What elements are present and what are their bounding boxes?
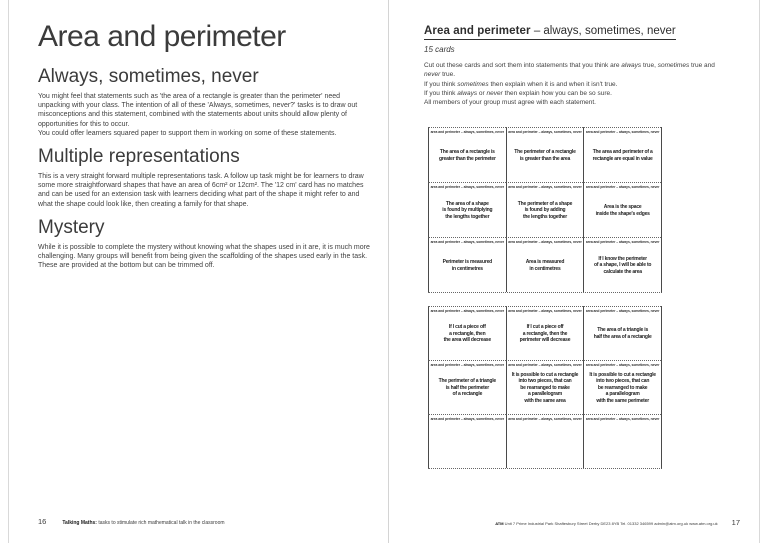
section-heading: Always, sometimes, never [38, 66, 259, 87]
card-tiny-header: area and perimeter – always, sometimes, … [430, 363, 505, 367]
worksheet-title-rest: – always, sometimes, never [530, 25, 676, 37]
card-tiny-header: area and perimeter – always, sometimes, … [508, 417, 582, 421]
footer-left: 16 Talking Maths: tasks to stimulate ric… [38, 517, 225, 526]
card: area and perimeter – always, sometimes, … [428, 237, 506, 292]
card-statement: If I cut a piece off a rectangle, then t… [519, 324, 571, 344]
card: area and perimeter – always, sometimes, … [583, 414, 661, 468]
card: area and perimeter – always, sometimes, … [505, 182, 584, 237]
card-tiny-header: area and perimeter – always, sometimes, … [585, 130, 660, 134]
card: area and perimeter – always, sometimes, … [428, 306, 506, 360]
card-tiny-header: area and perimeter – always, sometimes, … [585, 240, 660, 244]
card: area and perimeter – always, sometimes, … [505, 127, 584, 182]
card-tiny-header: area and perimeter – always, sometimes, … [430, 240, 505, 244]
instruction-line: All members of your group must agree wit… [424, 99, 596, 107]
series-label: Talking Maths: tasks to stimulate rich m… [62, 520, 224, 526]
card: area and perimeter – always, sometimes, … [583, 127, 661, 182]
card-tiny-header: area and perimeter – always, sometimes, … [508, 240, 582, 244]
card: area and perimeter – always, sometimes, … [583, 306, 661, 360]
instruction-line: Cut out these cards and sort them into s… [424, 62, 715, 69]
instruction-line: If you think always or never then explai… [424, 89, 612, 97]
card-block-0: area and perimeter – always, sometimes, … [428, 127, 662, 293]
body-paragraph: This is a very straight forward multiple… [38, 173, 364, 208]
card-tiny-header: area and perimeter – always, sometimes, … [508, 309, 582, 313]
card-statement: The perimeter of a triangle is half the … [438, 378, 497, 398]
card-tiny-header: area and perimeter – always, sometimes, … [430, 185, 505, 189]
card-statement: The area of a triangle is half the area … [593, 327, 652, 340]
worksheet-title: Area and perimeter – always, sometimes, … [424, 25, 676, 40]
card: area and perimeter – always, sometimes, … [505, 360, 584, 414]
series-title: Talking Maths: [62, 520, 97, 526]
publisher-name: ATM [495, 521, 504, 526]
left-sections: Always, sometimes, never You might feel t… [38, 66, 372, 270]
body-paragraph: You might feel that statements such as '… [38, 93, 358, 128]
card: area and perimeter – always, sometimes, … [428, 414, 506, 468]
body-paragraph: You could offer learners squared paper t… [38, 129, 337, 137]
page-title: Area and perimeter [38, 20, 286, 53]
page-edge-right [759, 0, 760, 543]
card-count-label: 15 cards [424, 45, 455, 54]
card-tiny-header: area and perimeter – always, sometimes, … [585, 309, 660, 313]
card: area and perimeter – always, sometimes, … [428, 127, 506, 182]
instruction-line: If you think sometimes then explain when… [424, 80, 618, 88]
card-statement: Area is measured in centimetres [525, 258, 565, 272]
instruction-line: never true. [424, 71, 456, 79]
series-tagline: tasks to stimulate rich mathematical tal… [96, 520, 225, 526]
card-tiny-header: area and perimeter – always, sometimes, … [508, 363, 582, 367]
card: area and perimeter – always, sometimes, … [428, 182, 506, 237]
card-statement: If I know the perimeter of a shape, I wi… [594, 255, 652, 275]
card-tiny-header: area and perimeter – always, sometimes, … [430, 417, 505, 421]
card-tiny-header: area and perimeter – always, sometimes, … [585, 417, 660, 421]
card-statement: The area of a rectangle is greater than … [438, 148, 496, 162]
card-statement: It is possible to cut a rectangle into t… [511, 371, 579, 404]
card-statement: If I cut a piece off a rectangle, then t… [443, 324, 491, 344]
card-tiny-header: area and perimeter – always, sometimes, … [585, 185, 660, 189]
card-statement: The area and perimeter of a rectangle ar… [592, 148, 653, 162]
card-statement: It is possible to cut a rectangle into t… [589, 371, 656, 404]
card: area and perimeter – always, sometimes, … [583, 360, 661, 414]
card-tiny-header: area and perimeter – always, sometimes, … [430, 130, 505, 134]
card: area and perimeter – always, sometimes, … [505, 306, 584, 360]
card-block-1: area and perimeter – always, sometimes, … [428, 306, 662, 469]
card: area and perimeter – always, sometimes, … [583, 237, 661, 292]
section-heading: Mystery [38, 216, 105, 238]
card-tiny-header: area and perimeter – always, sometimes, … [508, 185, 582, 189]
card-statement: The area of a shape is found by multiply… [442, 200, 493, 220]
card: area and perimeter – always, sometimes, … [505, 414, 584, 468]
card: area and perimeter – always, sometimes, … [428, 360, 506, 414]
section-heading: Multiple representations [38, 146, 240, 168]
instructions: Cut out these cards and sort them into s… [424, 61, 715, 107]
spread-spine-divider [388, 0, 389, 543]
worksheet-title-bold: Area and perimeter [424, 25, 531, 37]
card-tiny-header: area and perimeter – always, sometimes, … [585, 363, 660, 367]
card: area and perimeter – always, sometimes, … [583, 182, 661, 237]
page-number-right: 17 [731, 518, 740, 527]
page-left: Area and perimeter Always, sometimes, ne… [38, 20, 372, 270]
card-statement: Perimeter is measured in centimetres [442, 258, 493, 272]
card-statement: The perimeter of a rectangle is greater … [514, 148, 576, 162]
card: area and perimeter – always, sometimes, … [505, 237, 584, 292]
publisher-address: Unit 7 Prime Industrial Park Shaftesbury… [503, 521, 718, 526]
page-edge-left [8, 0, 9, 543]
footer-right: ATM Unit 7 Prime Industrial Park Shaftes… [495, 518, 740, 527]
publisher-info: ATM Unit 7 Prime Industrial Park Shaftes… [495, 521, 717, 526]
card-statement: The perimeter of a shape is found by add… [517, 200, 573, 220]
page-number-left: 16 [38, 517, 47, 526]
body-paragraph: While it is possible to complete the mys… [38, 243, 370, 270]
card-statement: Area is the space inside the shape's edg… [595, 203, 650, 217]
card-tiny-header: area and perimeter – always, sometimes, … [508, 130, 582, 134]
card-tiny-header: area and perimeter – always, sometimes, … [430, 309, 505, 313]
